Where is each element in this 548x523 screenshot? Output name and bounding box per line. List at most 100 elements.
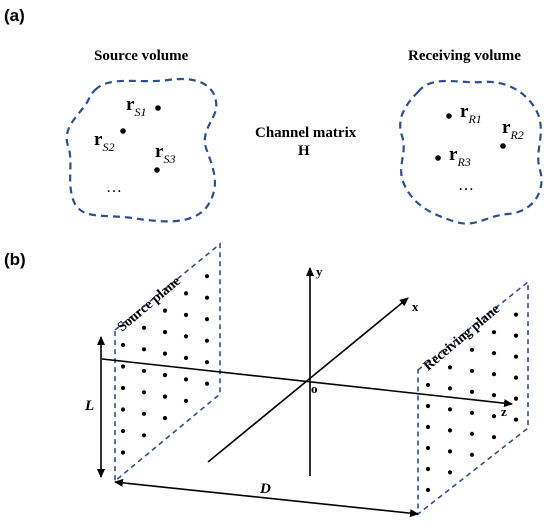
source-array-element (120, 450, 126, 455)
source-array-element (204, 381, 210, 386)
receiving-array-element (469, 431, 475, 436)
source-array-element (204, 360, 210, 365)
source-array-element (162, 394, 168, 399)
receiving-array-element (491, 330, 497, 335)
distance-dimension-arrow (114, 478, 419, 518)
receiving-array-element (425, 487, 431, 493)
source-volume-outline (65, 77, 218, 223)
source-array-element (141, 368, 147, 373)
point-dot (435, 155, 441, 161)
point-dot (446, 113, 452, 119)
receiving-array-element (469, 347, 475, 352)
point-label-r3: rR3 (449, 144, 471, 169)
receiving-array-element (513, 396, 519, 401)
source-array-element (141, 325, 147, 330)
x-axis (207, 297, 409, 463)
y-axis-label: y (316, 264, 323, 279)
receiving-point-r3: rR3 (435, 144, 471, 169)
receiving-array-element (491, 435, 497, 440)
source-array-element (204, 295, 210, 300)
source-array-element (162, 351, 168, 356)
source-array-element (120, 385, 126, 391)
receiving-array-element (447, 386, 453, 391)
height-dimension-label: L (84, 398, 94, 414)
receiving-array-element (447, 407, 453, 412)
receiving-point-r2: rR2 (500, 117, 524, 149)
point-label-r1: rR1 (460, 101, 482, 126)
receiving-array-element (447, 449, 453, 454)
receiving-plane-outline (417, 280, 529, 516)
source-point-s3: rS3 (154, 141, 175, 173)
receiving-array-element (469, 389, 475, 394)
source-array-element (141, 390, 147, 395)
receiving-array-element (469, 368, 475, 373)
receiving-volume-title: Receiving volume (408, 48, 521, 64)
source-array-element (183, 312, 189, 317)
point-dot (120, 128, 126, 134)
receiving-array-element (447, 428, 453, 433)
source-point-s2: rS2 (94, 128, 126, 154)
receiving-array-element (513, 354, 519, 359)
source-point-s1: rS1 (126, 94, 161, 119)
source-array-element (141, 347, 147, 352)
source-plane-dots (120, 274, 210, 455)
receiving-array-element (425, 382, 431, 388)
source-array-element (183, 355, 189, 360)
source-array-element (183, 377, 189, 382)
source-volume-title: Source volume (94, 48, 189, 64)
x-axis-label: x (412, 299, 419, 314)
point-label-s1: rS1 (126, 94, 146, 119)
source-plane-label: Source plane (115, 274, 184, 335)
point-dot (500, 143, 506, 149)
receiving-array-element (513, 375, 519, 380)
source-array-element (120, 364, 126, 369)
source-array-element (162, 330, 168, 335)
channel-matrix-symbol: H (298, 143, 310, 159)
receiving-array-element (469, 452, 475, 457)
receiving-array-element (513, 333, 519, 338)
point-dot (155, 105, 161, 111)
receiving-point-r1: rR1 (446, 101, 482, 126)
source-array-element (141, 433, 147, 438)
receiving-array-element (491, 414, 497, 419)
source-array-element (183, 398, 189, 403)
panel-b: (b) Source plane Receiving plane y x z o… (4, 242, 529, 518)
receiving-array-element (447, 365, 453, 370)
source-array-element (204, 338, 210, 343)
point-label-s3: rS3 (155, 141, 175, 166)
receiving-array-element (425, 424, 431, 430)
source-array-element (120, 342, 126, 348)
panel-a-label: (a) (4, 6, 25, 25)
receiving-plane-dots (425, 312, 519, 493)
source-array-element (162, 308, 168, 313)
receiving-array-element (425, 466, 431, 472)
point-label-s2: rS2 (94, 129, 114, 154)
channel-matrix-label: Channel matrix (255, 125, 357, 141)
source-array-element (162, 416, 168, 421)
origin-label: o (311, 381, 318, 396)
z-axis (101, 358, 513, 408)
receiving-array-element (425, 445, 431, 451)
source-array-element (141, 411, 147, 416)
source-plane-outline (114, 242, 221, 483)
receiving-array-element (491, 372, 497, 377)
receiving-array-element (491, 393, 497, 398)
receiving-array-element (513, 417, 519, 422)
receiving-ellipsis: … (458, 177, 476, 194)
receiving-volume-outline (399, 79, 543, 225)
source-array-element (120, 428, 126, 434)
source-array-element (183, 334, 189, 339)
point-label-r2: rR2 (502, 117, 524, 142)
receiving-array-element (491, 351, 497, 356)
receiving-array-element (425, 403, 431, 409)
source-array-element (183, 291, 189, 296)
source-ellipsis: … (106, 179, 124, 196)
source-array-element (120, 407, 126, 412)
source-array-element (204, 274, 210, 279)
point-dot (154, 167, 160, 173)
receiving-array-element (469, 410, 475, 415)
source-array-element (162, 373, 168, 378)
z-axis-label: z (501, 404, 507, 419)
receiving-array-element (513, 312, 519, 317)
